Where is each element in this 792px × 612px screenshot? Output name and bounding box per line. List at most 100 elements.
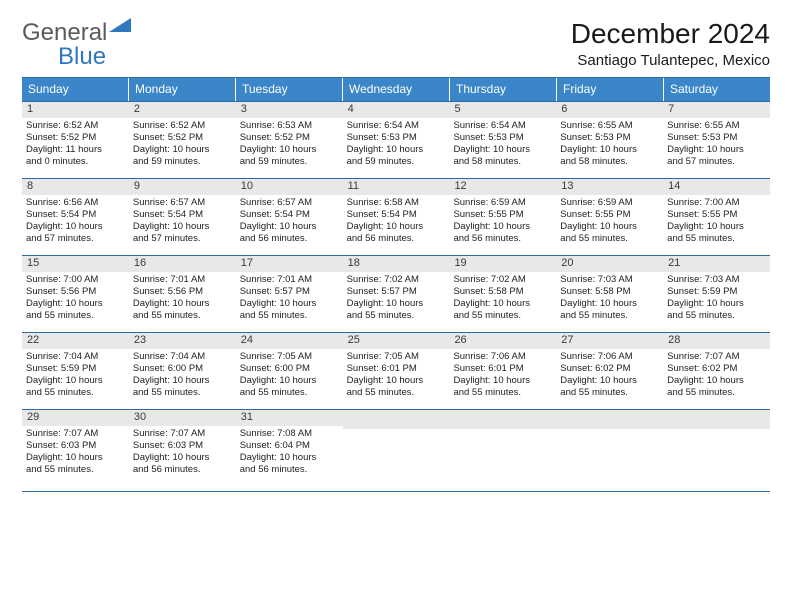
day-number: 23 <box>129 333 236 349</box>
sunset-line: Sunset: 5:58 PM <box>560 286 659 298</box>
day-number: 13 <box>556 179 663 195</box>
day-body: Sunrise: 6:54 AMSunset: 5:53 PMDaylight:… <box>343 118 450 172</box>
day-cell <box>556 410 663 491</box>
sunrise-line: Sunrise: 7:03 AM <box>667 274 766 286</box>
daylight-line-1: Daylight: 10 hours <box>667 221 766 233</box>
sunrise-line: Sunrise: 7:00 AM <box>26 274 125 286</box>
sunrise-line: Sunrise: 7:01 AM <box>133 274 232 286</box>
day-number: 28 <box>663 333 770 349</box>
dow-sat: Saturday <box>664 78 770 101</box>
day-body: Sunrise: 7:08 AMSunset: 6:04 PMDaylight:… <box>236 426 343 480</box>
daylight-line-1: Daylight: 10 hours <box>667 144 766 156</box>
sunrise-line: Sunrise: 6:55 AM <box>667 120 766 132</box>
day-body: Sunrise: 6:58 AMSunset: 5:54 PMDaylight:… <box>343 195 450 249</box>
sunrise-line: Sunrise: 6:54 AM <box>347 120 446 132</box>
daylight-line-2: and 57 minutes. <box>26 233 125 245</box>
day-number: 15 <box>22 256 129 272</box>
daylight-line-2: and 55 minutes. <box>347 387 446 399</box>
daylight-line-2: and 59 minutes. <box>347 156 446 168</box>
day-number: 30 <box>129 410 236 426</box>
sunrise-line: Sunrise: 6:54 AM <box>453 120 552 132</box>
day-number: 9 <box>129 179 236 195</box>
dow-thu: Thursday <box>450 78 557 101</box>
day-number: 20 <box>556 256 663 272</box>
daylight-line-1: Daylight: 10 hours <box>133 144 232 156</box>
dow-row: Sunday Monday Tuesday Wednesday Thursday… <box>22 78 770 101</box>
day-cell: 31Sunrise: 7:08 AMSunset: 6:04 PMDayligh… <box>236 410 343 491</box>
sunset-line: Sunset: 5:54 PM <box>26 209 125 221</box>
day-body: Sunrise: 6:55 AMSunset: 5:53 PMDaylight:… <box>556 118 663 172</box>
day-number: 21 <box>663 256 770 272</box>
day-body: Sunrise: 7:02 AMSunset: 5:57 PMDaylight:… <box>343 272 450 326</box>
day-cell: 9Sunrise: 6:57 AMSunset: 5:54 PMDaylight… <box>129 179 236 255</box>
day-body: Sunrise: 7:00 AMSunset: 5:56 PMDaylight:… <box>22 272 129 326</box>
day-body: Sunrise: 7:07 AMSunset: 6:03 PMDaylight:… <box>22 426 129 480</box>
logo-triangle-icon <box>109 18 131 32</box>
sunrise-line: Sunrise: 7:04 AM <box>26 351 125 363</box>
daylight-line-2: and 58 minutes. <box>560 156 659 168</box>
day-body: Sunrise: 7:04 AMSunset: 6:00 PMDaylight:… <box>129 349 236 403</box>
day-number: 10 <box>236 179 343 195</box>
sunset-line: Sunset: 6:04 PM <box>240 440 339 452</box>
daylight-line-1: Daylight: 10 hours <box>240 144 339 156</box>
sunrise-line: Sunrise: 6:52 AM <box>133 120 232 132</box>
daylight-line-1: Daylight: 10 hours <box>560 375 659 387</box>
page-title: December 2024 <box>571 18 770 50</box>
day-body: Sunrise: 6:55 AMSunset: 5:53 PMDaylight:… <box>663 118 770 172</box>
day-cell: 29Sunrise: 7:07 AMSunset: 6:03 PMDayligh… <box>22 410 129 491</box>
calendar: Sunday Monday Tuesday Wednesday Thursday… <box>22 77 770 492</box>
daylight-line-2: and 55 minutes. <box>133 310 232 322</box>
sunrise-line: Sunrise: 7:02 AM <box>347 274 446 286</box>
sunset-line: Sunset: 6:03 PM <box>26 440 125 452</box>
sunset-line: Sunset: 5:59 PM <box>667 286 766 298</box>
day-body: Sunrise: 7:05 AMSunset: 6:00 PMDaylight:… <box>236 349 343 403</box>
daylight-line-2: and 55 minutes. <box>240 387 339 399</box>
daylight-line-2: and 55 minutes. <box>453 387 552 399</box>
sunrise-line: Sunrise: 7:02 AM <box>453 274 552 286</box>
sunrise-line: Sunrise: 7:04 AM <box>133 351 232 363</box>
daylight-line-1: Daylight: 10 hours <box>560 221 659 233</box>
day-number: 4 <box>343 102 450 118</box>
daylight-line-1: Daylight: 10 hours <box>240 221 339 233</box>
day-body: Sunrise: 7:07 AMSunset: 6:03 PMDaylight:… <box>129 426 236 480</box>
day-number <box>343 410 450 429</box>
day-number: 7 <box>663 102 770 118</box>
day-body: Sunrise: 6:56 AMSunset: 5:54 PMDaylight:… <box>22 195 129 249</box>
sunrise-line: Sunrise: 7:07 AM <box>133 428 232 440</box>
sunset-line: Sunset: 5:57 PM <box>240 286 339 298</box>
day-body <box>343 429 450 491</box>
page: General Blue December 2024 Santiago Tula… <box>0 0 792 612</box>
day-number: 12 <box>449 179 556 195</box>
day-number: 22 <box>22 333 129 349</box>
daylight-line-2: and 0 minutes. <box>26 156 125 168</box>
daylight-line-2: and 55 minutes. <box>560 310 659 322</box>
day-number: 19 <box>449 256 556 272</box>
day-body: Sunrise: 7:06 AMSunset: 6:01 PMDaylight:… <box>449 349 556 403</box>
daylight-line-2: and 55 minutes. <box>560 387 659 399</box>
day-number: 18 <box>343 256 450 272</box>
day-body: Sunrise: 7:01 AMSunset: 5:57 PMDaylight:… <box>236 272 343 326</box>
sunset-line: Sunset: 6:02 PM <box>667 363 766 375</box>
daylight-line-2: and 56 minutes. <box>240 464 339 476</box>
sunrise-line: Sunrise: 6:53 AM <box>240 120 339 132</box>
daylight-line-1: Daylight: 10 hours <box>560 144 659 156</box>
sunset-line: Sunset: 5:52 PM <box>133 132 232 144</box>
daylight-line-1: Daylight: 10 hours <box>347 298 446 310</box>
daylight-line-2: and 57 minutes. <box>667 156 766 168</box>
day-cell: 2Sunrise: 6:52 AMSunset: 5:52 PMDaylight… <box>129 102 236 178</box>
sunrise-line: Sunrise: 6:57 AM <box>240 197 339 209</box>
day-body <box>556 429 663 491</box>
daylight-line-1: Daylight: 10 hours <box>133 298 232 310</box>
daylight-line-2: and 59 minutes. <box>133 156 232 168</box>
sunset-line: Sunset: 5:52 PM <box>240 132 339 144</box>
sunrise-line: Sunrise: 6:59 AM <box>560 197 659 209</box>
daylight-line-2: and 56 minutes. <box>347 233 446 245</box>
day-body: Sunrise: 6:52 AMSunset: 5:52 PMDaylight:… <box>129 118 236 172</box>
day-cell: 30Sunrise: 7:07 AMSunset: 6:03 PMDayligh… <box>129 410 236 491</box>
daylight-line-2: and 56 minutes. <box>453 233 552 245</box>
day-body: Sunrise: 6:52 AMSunset: 5:52 PMDaylight:… <box>22 118 129 172</box>
day-cell: 6Sunrise: 6:55 AMSunset: 5:53 PMDaylight… <box>556 102 663 178</box>
daylight-line-1: Daylight: 10 hours <box>133 375 232 387</box>
week-row: 8Sunrise: 6:56 AMSunset: 5:54 PMDaylight… <box>22 178 770 255</box>
day-number: 3 <box>236 102 343 118</box>
